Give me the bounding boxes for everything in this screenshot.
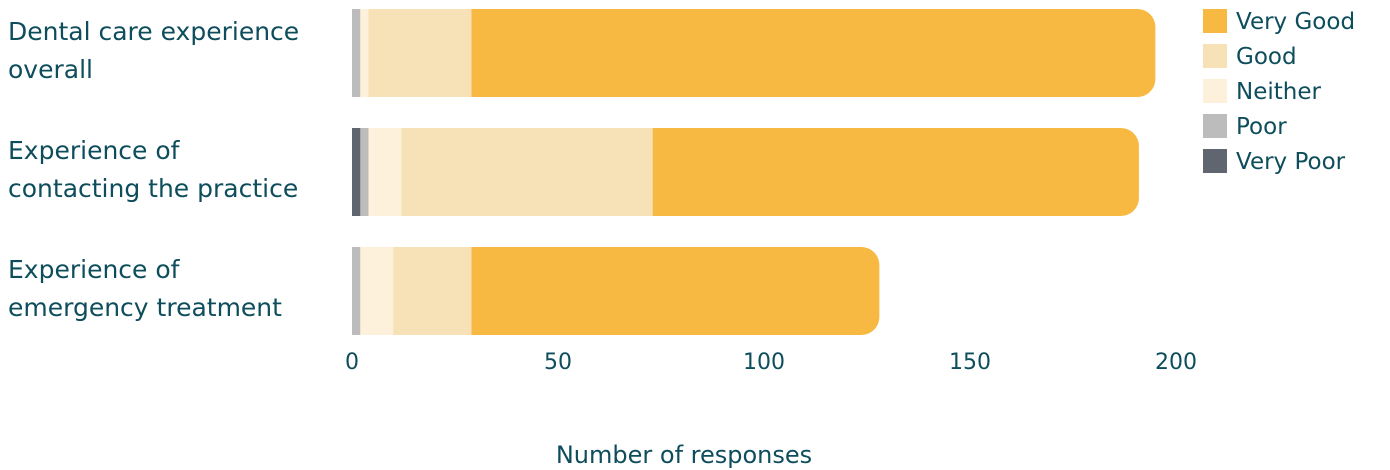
bar-segment-neither [368,128,402,216]
legend-item: Very Good [1203,9,1355,35]
category-label: Dental care experience overall [8,17,299,84]
bar-segment-good [393,247,472,335]
legend-item: Very Poor [1203,149,1346,175]
category-label-line: emergency treatment [8,293,282,322]
x-tick-label: 100 [743,350,785,375]
legend-swatch [1203,149,1227,173]
category-label-line: overall [8,55,93,84]
bar-row [352,247,880,335]
legend-swatch [1203,44,1227,68]
bar-segment-poor [352,9,361,97]
bar-segment-very-poor [352,128,361,216]
legend: Very Good Good Neither Poor Very Poor [1203,9,1355,175]
x-tick-label: 150 [949,350,991,375]
bars-group [352,9,1156,335]
bar-row [352,9,1156,97]
legend-swatch [1203,9,1227,33]
x-tick-label: 50 [544,350,572,375]
bar-row [352,128,1139,216]
x-axis-ticks: 0 50 100 150 200 [345,350,1197,375]
category-labels: Dental care experience overall Experience … [8,17,299,322]
bar-segment-very-good [652,128,1139,216]
bar-segment-poor [360,128,369,216]
bar-segment-good [401,128,654,216]
bar-segment-neither [360,9,369,97]
x-tick-label: 0 [345,350,359,375]
x-tick-label: 200 [1155,350,1197,375]
category-label-line: Experience of [8,136,181,165]
bar-segment-very-good [471,247,880,335]
legend-swatch [1203,114,1227,138]
category-label-line: Experience of [8,255,181,284]
x-axis-title: Number of responses [556,441,812,469]
legend-label: Very Poor [1236,149,1346,175]
category-label-line: contacting the practice [8,174,298,203]
legend-item: Neither [1203,79,1321,105]
legend-item: Good [1203,44,1297,70]
category-label: Experience of contacting the practice [8,136,298,203]
category-label: Experience of emergency treatment [8,255,282,322]
bar-segment-good [368,9,472,97]
bar-segment-poor [352,247,361,335]
bar-segment-very-good [471,9,1156,97]
legend-label: Neither [1236,79,1321,105]
legend-label: Very Good [1236,9,1355,35]
legend-label: Good [1236,44,1297,70]
legend-label: Poor [1236,114,1287,140]
category-label-line: Dental care experience [8,17,299,46]
legend-item: Poor [1203,114,1287,140]
bar-segment-neither [360,247,394,335]
legend-swatch [1203,79,1227,103]
